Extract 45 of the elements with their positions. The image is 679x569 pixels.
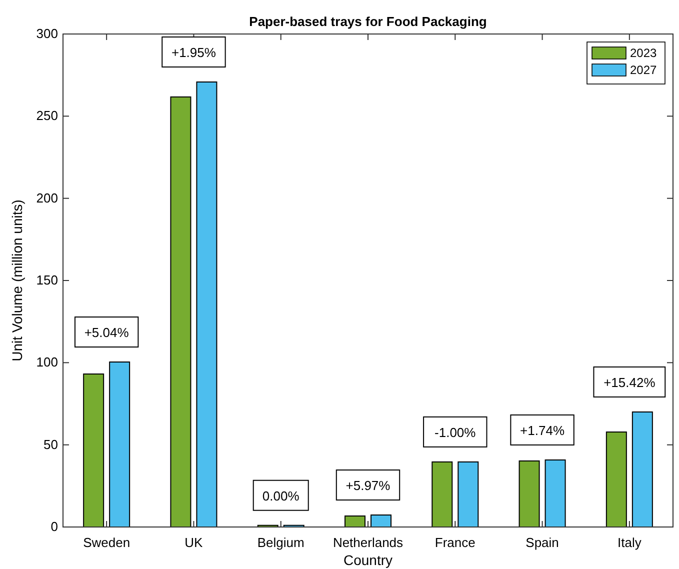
bar — [518, 460, 540, 528]
bar — [196, 81, 218, 528]
x-tick-label: France — [434, 535, 476, 550]
annotation: +15.42% — [604, 374, 656, 390]
annotation: +5.97% — [346, 478, 391, 494]
annotation: 0.00% — [262, 488, 300, 504]
callout-box: +15.42% — [593, 366, 666, 398]
callout-box: +5.97% — [336, 470, 400, 500]
y-tick-label: 200 — [36, 190, 58, 206]
x-tick-label: Sweden — [83, 535, 130, 550]
legend-label: 2023 — [630, 46, 658, 60]
bar — [109, 362, 130, 528]
y-tick-label: 250 — [36, 108, 58, 124]
y-tick-label: 0 — [50, 519, 58, 534]
bar — [544, 459, 566, 528]
x-tick-label: Italy — [618, 535, 642, 550]
x-tick-label: UK — [184, 535, 204, 550]
annotation: -1.00% — [434, 424, 476, 440]
bar — [344, 515, 366, 528]
y-tick-label: 300 — [36, 26, 58, 41]
callout-box: +5.04% — [74, 316, 139, 348]
x-tick-label: Belgium — [257, 535, 304, 550]
chart-title: Paper-based trays for Food Packaging — [249, 14, 487, 29]
bar — [632, 411, 653, 528]
bar — [170, 96, 192, 528]
annotation: +1.95% — [171, 44, 216, 60]
x-tick-label: Spain — [526, 535, 559, 550]
callout-box: 0.00% — [252, 480, 309, 511]
callout-box: +1.95% — [162, 36, 226, 68]
legend-label: 2027 — [630, 63, 658, 77]
callout-box: +1.74% — [510, 414, 574, 446]
bar — [432, 461, 453, 528]
annotation: +5.04% — [84, 325, 130, 340]
x-tick-label: Netherlands — [332, 535, 404, 550]
bar — [606, 432, 627, 528]
y-tick-label: 50 — [44, 436, 58, 452]
bar — [83, 374, 104, 528]
y-tick-label: 150 — [36, 272, 58, 288]
y-axis-title: Unit Volume (million units) — [9, 200, 25, 362]
callout-box: -1.00% — [423, 416, 488, 448]
x-axis-title: Country — [343, 552, 393, 568]
bar — [458, 461, 479, 528]
bar — [370, 514, 392, 528]
annotation: +1.74% — [520, 422, 565, 438]
y-tick-label: 100 — [36, 354, 58, 370]
